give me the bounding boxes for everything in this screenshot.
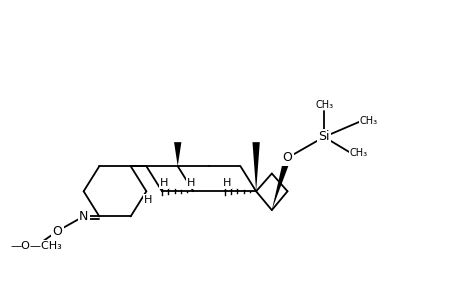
Text: H: H — [222, 178, 230, 188]
Text: N: N — [79, 210, 88, 223]
Text: CH₃: CH₃ — [314, 100, 332, 110]
Text: H: H — [187, 178, 195, 188]
Text: H: H — [160, 178, 168, 188]
Text: CH₃: CH₃ — [359, 116, 377, 126]
Polygon shape — [252, 142, 259, 191]
Polygon shape — [174, 142, 181, 166]
Text: O: O — [52, 224, 62, 238]
Text: Si: Si — [318, 130, 329, 143]
Text: CH₃: CH₃ — [349, 148, 367, 158]
Polygon shape — [271, 157, 291, 210]
Text: O: O — [282, 151, 292, 164]
Text: —O—CH₃: —O—CH₃ — [11, 241, 62, 251]
Text: H: H — [144, 195, 152, 205]
